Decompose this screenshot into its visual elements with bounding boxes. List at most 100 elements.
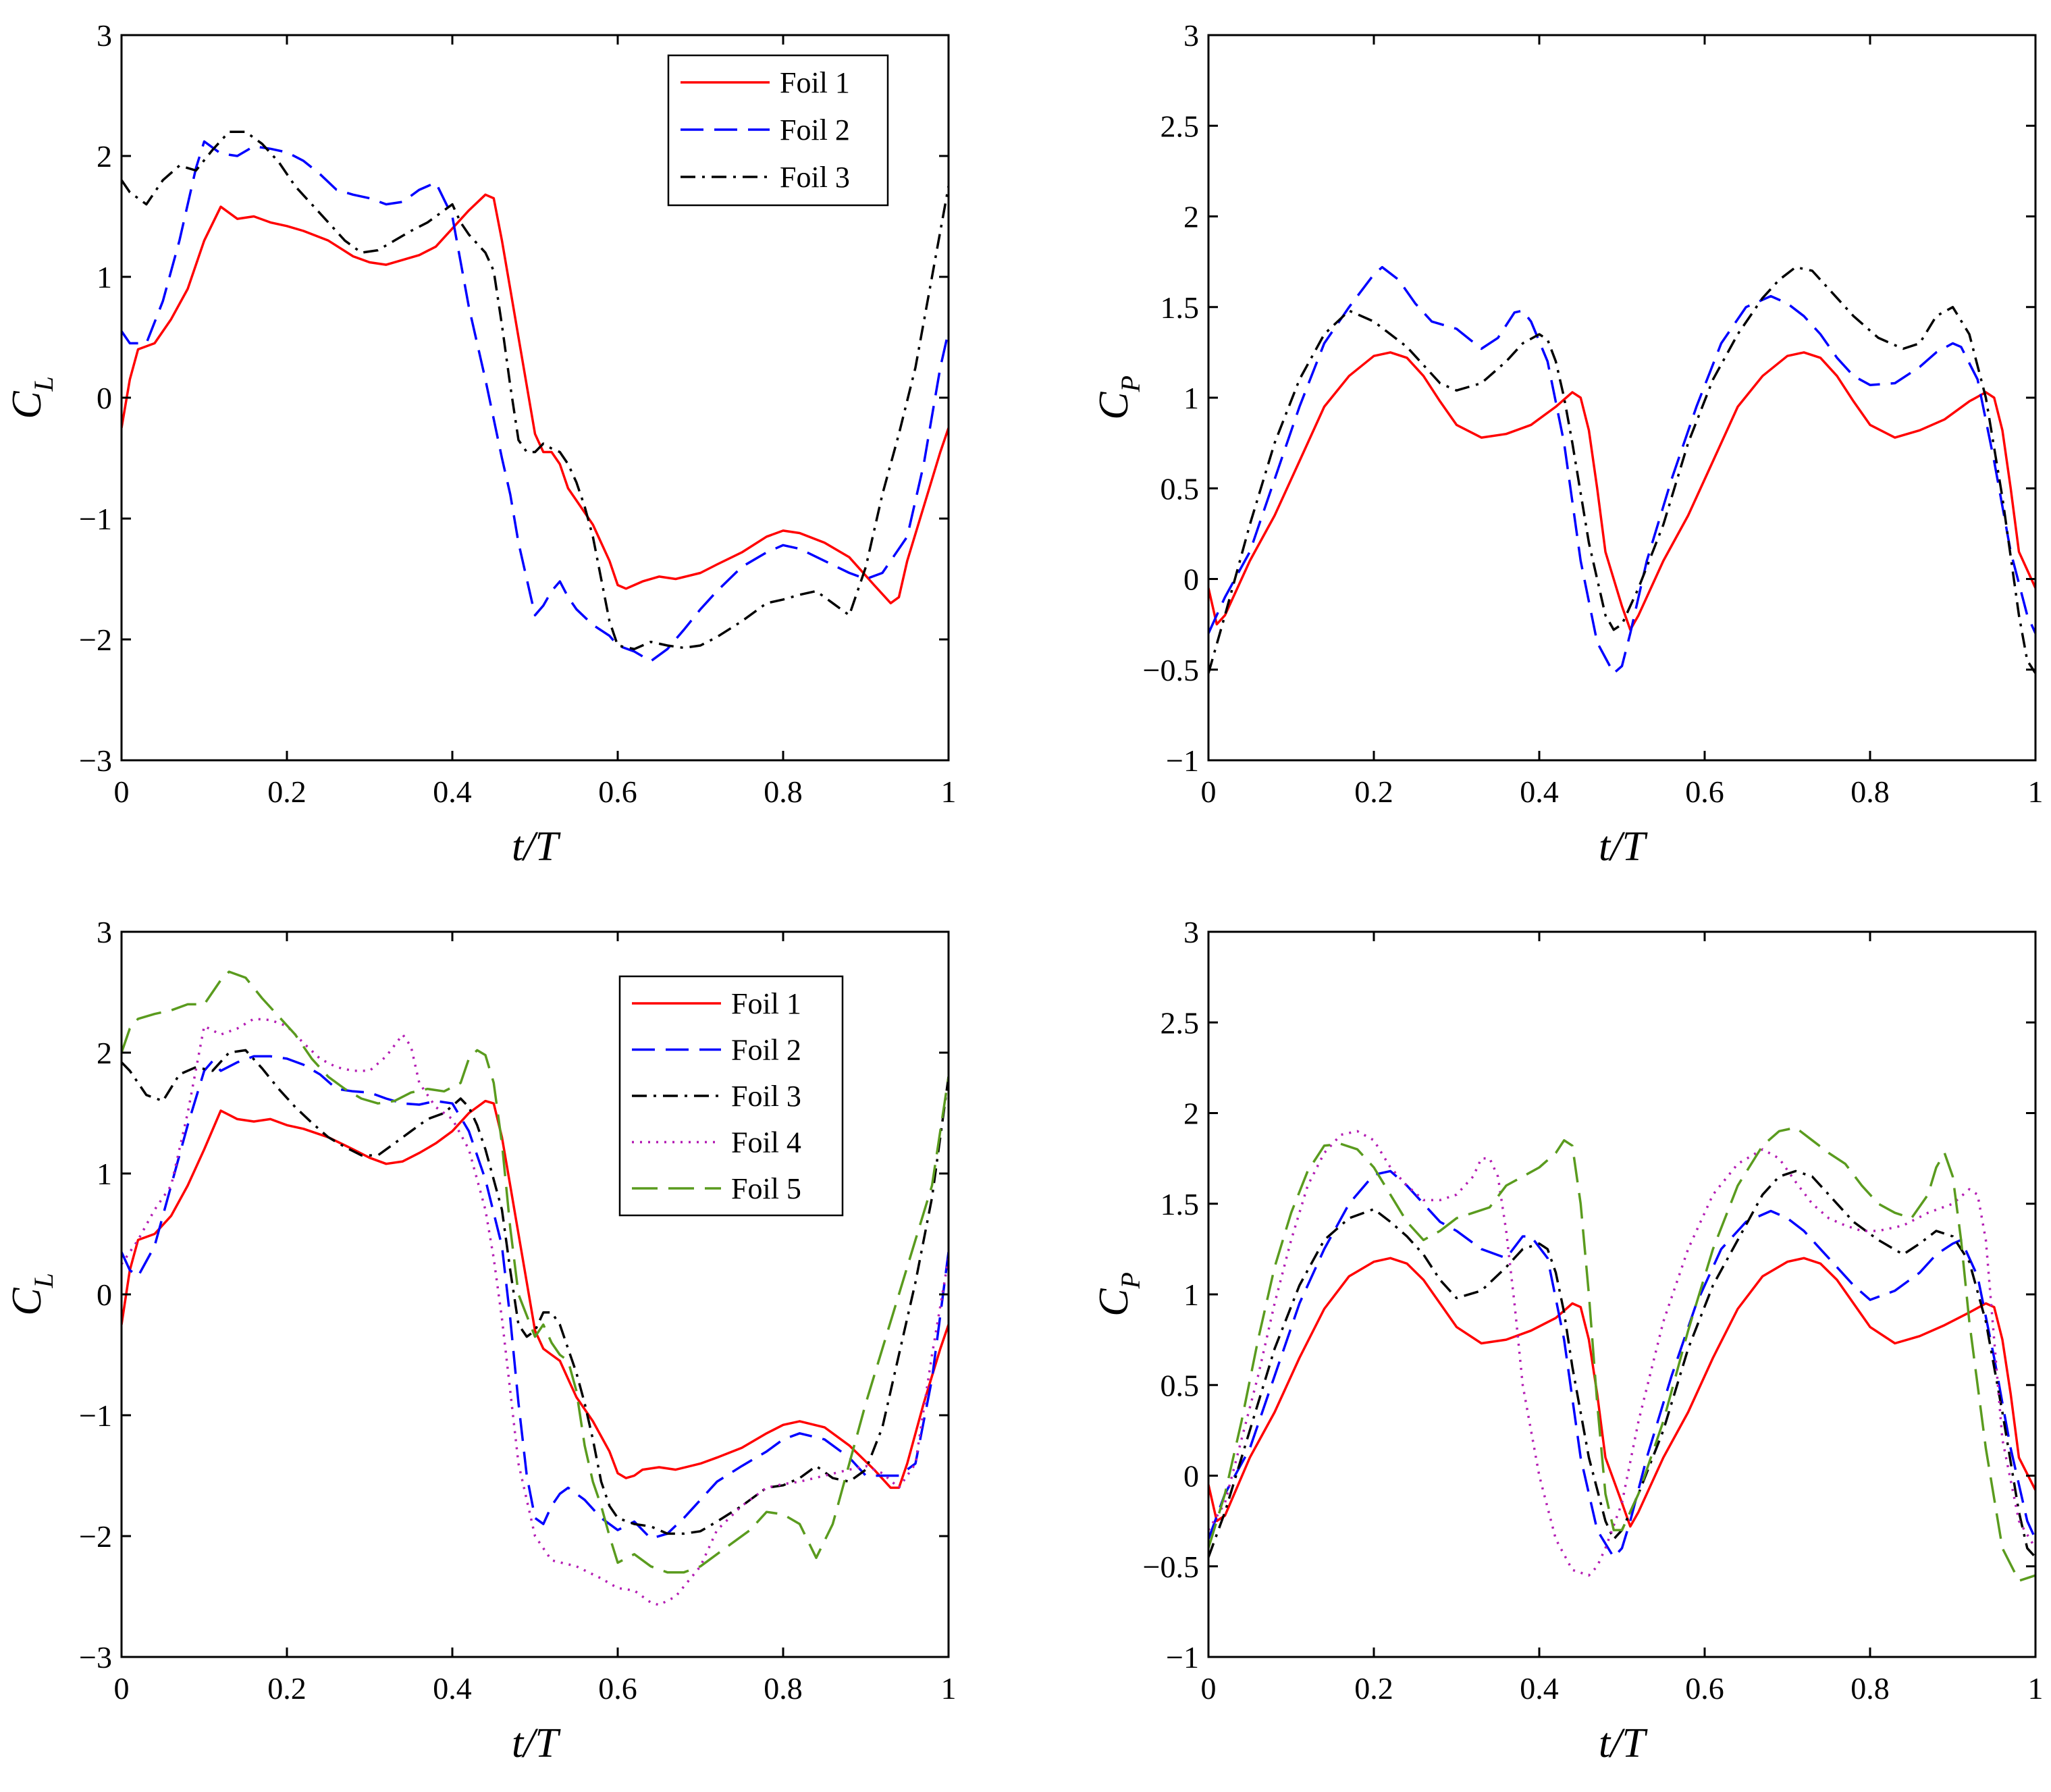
x-tick-label: 1 — [941, 1671, 957, 1706]
series-line-foil-1 — [1208, 351, 2035, 631]
y-tick-label: 3 — [97, 18, 112, 53]
y-tick-label: 2 — [1183, 1097, 1199, 1131]
legend-label: Foil 2 — [731, 1034, 801, 1067]
y-tick-label: −0.5 — [1143, 1550, 1199, 1584]
y-tick-label: 3 — [97, 915, 112, 949]
y-tick-label: 0.5 — [1161, 1368, 1200, 1402]
x-tick-label: 0.8 — [764, 774, 803, 809]
series-group — [1208, 265, 2035, 675]
legend-label: Foil 5 — [731, 1172, 801, 1205]
legend-label: Foil 3 — [731, 1080, 801, 1113]
x-tick-label: 0.2 — [267, 1671, 307, 1706]
chart-panel-top-right: 0 0.2 0.4 0.6 0.8 1 −1 −0.5 0 0.5 1 1.5 2 2.5 3 t/T CP — [1091, 18, 2044, 870]
series-line-foil-3 — [1208, 1169, 2035, 1558]
legend-label: Foil 1 — [731, 987, 801, 1020]
x-axis-label: t/T — [512, 1720, 561, 1766]
x-tick-label: 0 — [114, 1671, 130, 1706]
legend-label: Foil 2 — [780, 113, 850, 147]
series-group — [122, 130, 949, 662]
y-axis-label: CL — [4, 376, 59, 419]
legend: Foil 1 Foil 2 Foil 3 — [667, 54, 889, 207]
y-tick-label: 1.5 — [1161, 290, 1200, 325]
y-tick-label: 0.5 — [1161, 471, 1200, 506]
series-line-foil-3 — [122, 130, 949, 651]
series-group — [122, 970, 949, 1606]
y-tick-label: 1 — [97, 1157, 112, 1191]
y-tick-label: 2.5 — [1161, 109, 1200, 143]
y-tick-label: −3 — [79, 743, 112, 778]
series-line-foil-2 — [1208, 1169, 2035, 1559]
y-tick-label: 2 — [97, 1036, 112, 1070]
series-line-foil-5 — [1208, 1126, 2035, 1582]
x-tick-label: 0.8 — [1850, 774, 1890, 809]
y-tick-label: 0 — [97, 1277, 112, 1312]
y-tick-label: −2 — [79, 1519, 112, 1554]
series-line-foil-1 — [122, 1099, 949, 1490]
legend-label: Foil 1 — [780, 66, 850, 99]
x-axis-label: t/T — [512, 824, 561, 870]
y-tick-label: −1 — [1166, 1640, 1199, 1675]
y-tick-label: 2 — [1183, 200, 1199, 234]
y-tick-label: −1 — [79, 1398, 112, 1433]
x-tick-label: 0.6 — [598, 1671, 637, 1706]
x-tick-label: 1 — [2028, 774, 2044, 809]
x-axis-label: t/T — [1599, 1720, 1648, 1766]
series-line-foil-4 — [1208, 1130, 2035, 1577]
series-line-foil-2 — [122, 140, 949, 662]
x-tick-label: 0.8 — [764, 1671, 803, 1706]
y-tick-label: −1 — [79, 502, 112, 536]
legend-box — [618, 975, 844, 1217]
y-tick-label: 2.5 — [1161, 1005, 1200, 1040]
y-tick-label: −2 — [79, 623, 112, 657]
y-axis-label: CL — [4, 1273, 59, 1316]
x-tick-label: 0 — [1201, 774, 1217, 809]
series-line-foil-5 — [122, 970, 949, 1574]
x-tick-label: 0.4 — [433, 1671, 472, 1706]
x-tick-label: 0.2 — [1354, 774, 1393, 809]
x-tick-label: 0.6 — [1685, 774, 1724, 809]
y-tick-label: 1 — [1183, 381, 1199, 415]
x-tick-label: 1 — [2028, 1671, 2044, 1706]
series-line-foil-2 — [122, 1055, 949, 1540]
x-tick-label: 0.4 — [433, 774, 472, 809]
x-tick-label: 0.4 — [1520, 1671, 1559, 1706]
y-tick-label: 2 — [97, 139, 112, 174]
y-tick-label: 1.5 — [1161, 1187, 1200, 1221]
legend-box — [667, 54, 889, 207]
y-tick-label: 1 — [1183, 1277, 1199, 1312]
x-axis-label: t/T — [1599, 824, 1648, 870]
y-tick-label: 3 — [1183, 18, 1199, 53]
series-line-foil-1 — [122, 193, 949, 605]
x-tick-label: 0 — [1201, 1671, 1217, 1706]
y-tick-label: −0.5 — [1143, 653, 1199, 687]
y-tick-label: −3 — [79, 1640, 112, 1675]
x-tick-label: 0.6 — [1685, 1671, 1724, 1706]
x-tick-label: 0.6 — [598, 774, 637, 809]
x-tick-label: 0 — [114, 774, 130, 809]
legend-label: Foil 3 — [780, 161, 850, 194]
chart-panel-bottom-right: 0 0.2 0.4 0.6 0.8 1 −1 −0.5 0 0.5 1 1.5 2 2.5 3 t/T CP — [1091, 915, 2044, 1766]
series-line-foil-3 — [1208, 265, 2035, 675]
x-tick-label: 0.4 — [1520, 774, 1559, 809]
y-tick-label: 0 — [1183, 562, 1199, 597]
series-line-foil-1 — [1208, 1257, 2035, 1528]
series-group — [1208, 1126, 2035, 1582]
x-tick-label: 0.8 — [1850, 1671, 1890, 1706]
y-tick-label: 1 — [97, 260, 112, 294]
y-tick-label: 0 — [97, 381, 112, 415]
legend-label: Foil 4 — [731, 1126, 801, 1159]
legend: Foil 1 Foil 2 Foil 3 Foil 4 Foil 5 — [618, 975, 844, 1217]
y-axis-label: CP — [1091, 1272, 1146, 1317]
series-line-foil-2 — [1208, 265, 2035, 675]
y-tick-label: 3 — [1183, 915, 1199, 949]
y-axis-label: CP — [1091, 375, 1146, 420]
y-tick-label: 0 — [1183, 1459, 1199, 1494]
y-tick-label: −1 — [1166, 743, 1199, 778]
series-line-foil-4 — [122, 1018, 949, 1606]
x-tick-label: 1 — [941, 774, 957, 809]
x-tick-label: 0.2 — [267, 774, 307, 809]
series-line-foil-3 — [122, 1049, 949, 1535]
